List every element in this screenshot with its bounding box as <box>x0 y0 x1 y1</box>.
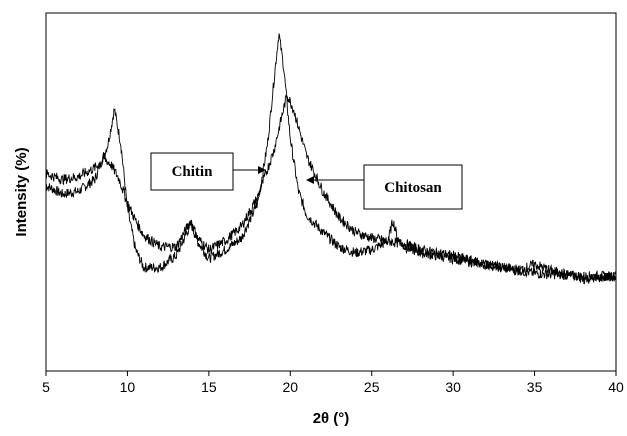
x-axis-title: 2θ (°) <box>313 410 350 427</box>
chitosan-arrowhead <box>306 176 314 184</box>
x-tick-label: 10 <box>120 379 136 395</box>
chitin-arrowhead <box>258 166 266 174</box>
plot-frame <box>45 12 617 372</box>
x-axis-ticks: 5 10 15 20 25 30 35 40 <box>42 371 624 395</box>
x-tick-label: 30 <box>445 379 461 395</box>
chitin-callout: Chitin <box>150 152 266 191</box>
x-tick-label: 15 <box>201 379 217 395</box>
series-line-chitin <box>45 33 617 282</box>
chitosan-callout-label: Chitosan <box>384 180 442 196</box>
x-tick-label: 20 <box>282 379 298 395</box>
chitosan-callout-box <box>363 164 463 210</box>
series-layer <box>45 33 617 285</box>
chitin-callout-box <box>150 152 234 191</box>
series-line-chitosan <box>45 94 617 285</box>
chitosan-callout: Chitosan <box>306 164 463 210</box>
chitin-callout-label: Chitin <box>172 164 214 180</box>
y-axis-title: Intensity (%) <box>13 147 30 236</box>
x-tick-label: 35 <box>527 379 543 395</box>
x-tick-label: 5 <box>42 379 50 395</box>
x-tick-label: 25 <box>364 379 380 395</box>
x-tick-label: 40 <box>608 379 624 395</box>
